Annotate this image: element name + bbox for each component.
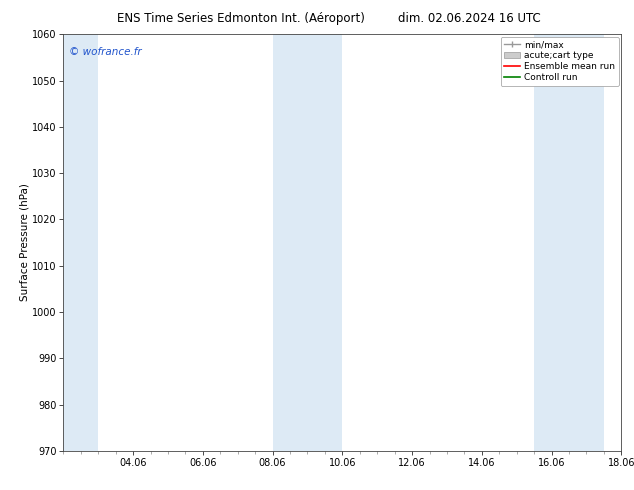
Text: dim. 02.06.2024 16 UTC: dim. 02.06.2024 16 UTC: [398, 12, 541, 25]
Y-axis label: Surface Pressure (hPa): Surface Pressure (hPa): [19, 184, 29, 301]
Bar: [63, 34, 98, 451]
Bar: [273, 34, 342, 451]
Bar: [534, 34, 604, 451]
Text: ENS Time Series Edmonton Int. (Aéroport): ENS Time Series Edmonton Int. (Aéroport): [117, 12, 365, 25]
Legend: min/max, acute;cart type, Ensemble mean run, Controll run: min/max, acute;cart type, Ensemble mean …: [500, 37, 619, 86]
Text: © wofrance.fr: © wofrance.fr: [69, 47, 141, 57]
